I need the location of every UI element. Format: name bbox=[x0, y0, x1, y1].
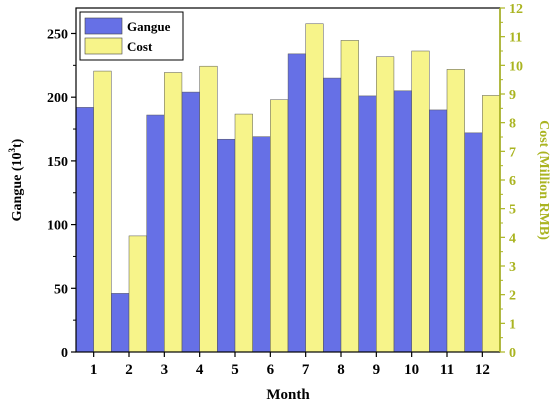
x-tick-label-10: 10 bbox=[404, 362, 419, 378]
y-right-tick-label-12: 12 bbox=[509, 2, 523, 17]
y-right-tick-label-11: 11 bbox=[509, 31, 522, 46]
y-right-tick-label-9: 9 bbox=[509, 88, 516, 103]
y-right-tick-label-3: 3 bbox=[509, 260, 516, 275]
x-tick-label-2: 2 bbox=[125, 362, 133, 378]
bar-cost-8 bbox=[340, 40, 359, 353]
x-tick-label-1: 1 bbox=[90, 362, 98, 378]
y-right-tick-label-5: 5 bbox=[509, 203, 516, 218]
bar-cost-7 bbox=[305, 23, 324, 353]
y-axis-left-label-tail: t) bbox=[10, 138, 25, 148]
x-tick-label-8: 8 bbox=[337, 362, 345, 378]
x-tick-label-3: 3 bbox=[161, 362, 169, 378]
x-axis: 1 2 3 4 5 6 7 8 9 10 11 12 bbox=[90, 352, 490, 378]
y-right-tick-label-1: 1 bbox=[509, 317, 516, 332]
bar-gangue-9 bbox=[358, 95, 377, 353]
y-right-tick-label-10: 10 bbox=[509, 59, 523, 74]
bar-gangue-5 bbox=[217, 138, 236, 353]
y-axis-left-label: Gangue (103t) bbox=[7, 138, 25, 221]
x-tick-label-5: 5 bbox=[231, 362, 239, 378]
x-axis-label: Month bbox=[266, 387, 310, 403]
legend-label-cost: Cost bbox=[127, 39, 153, 54]
y-right-tick-label-0: 0 bbox=[509, 346, 516, 361]
y-right-tick-label-4: 4 bbox=[509, 231, 516, 246]
bars-layer bbox=[75, 23, 501, 353]
bar-gangue-6 bbox=[252, 136, 271, 353]
y-axis-right-label: Cost (Million RMB) bbox=[536, 120, 550, 240]
y-axis-left: 0 50 100 150 200 250 bbox=[47, 27, 76, 361]
legend-swatch-cost bbox=[84, 37, 123, 55]
y-axis-left-label-main: Gangue (10 bbox=[10, 152, 25, 221]
bar-gangue-8 bbox=[323, 77, 342, 353]
bar-cost-2 bbox=[128, 235, 147, 353]
y-axis-left-label-sup: 3 bbox=[7, 147, 17, 152]
y-left-tick-label-100: 100 bbox=[47, 219, 68, 234]
x-tick-label-9: 9 bbox=[373, 362, 381, 378]
bar-cost-10 bbox=[411, 50, 430, 353]
x-tick-label-12: 12 bbox=[475, 362, 490, 378]
bar-cost-5 bbox=[234, 113, 253, 353]
y-right-tick-label-7: 7 bbox=[509, 145, 516, 160]
y-left-tick-label-250: 250 bbox=[47, 27, 68, 42]
x-tick-label-11: 11 bbox=[440, 362, 454, 378]
y-left-tick-label-200: 200 bbox=[47, 91, 68, 106]
x-tick-label-4: 4 bbox=[196, 362, 204, 378]
y-right-tick-label-8: 8 bbox=[509, 117, 516, 132]
bar-cost-9 bbox=[376, 56, 395, 353]
bar-gangue-2 bbox=[111, 293, 130, 353]
y-left-tick-label-0: 0 bbox=[61, 346, 68, 361]
bar-cost-6 bbox=[270, 99, 289, 353]
bar-cost-3 bbox=[164, 72, 183, 353]
bar-cost-11 bbox=[446, 69, 465, 353]
bar-cost-1 bbox=[93, 70, 112, 353]
legend-swatch-gangue bbox=[84, 17, 123, 35]
bar-gangue-1 bbox=[75, 107, 94, 353]
y-right-tick-label-6: 6 bbox=[509, 174, 516, 189]
x-tick-label-7: 7 bbox=[302, 362, 310, 378]
bar-gangue-12 bbox=[464, 132, 483, 353]
bar-gangue-4 bbox=[181, 91, 200, 353]
x-tick-label-6: 6 bbox=[267, 362, 275, 378]
y-left-tick-label-150: 150 bbox=[47, 155, 68, 170]
bar-gangue-3 bbox=[146, 114, 165, 353]
bar-gangue-11 bbox=[429, 109, 448, 353]
y-left-tick-label-50: 50 bbox=[54, 282, 68, 297]
legend-label-gangue: Gangue bbox=[127, 19, 171, 34]
bar-cost-12 bbox=[482, 95, 501, 353]
y-right-tick-label-2: 2 bbox=[509, 289, 516, 304]
bar-cost-4 bbox=[199, 65, 218, 353]
legend: Gangue Cost bbox=[79, 11, 184, 61]
bar-gangue-10 bbox=[393, 90, 412, 353]
bar-gangue-7 bbox=[287, 53, 306, 353]
